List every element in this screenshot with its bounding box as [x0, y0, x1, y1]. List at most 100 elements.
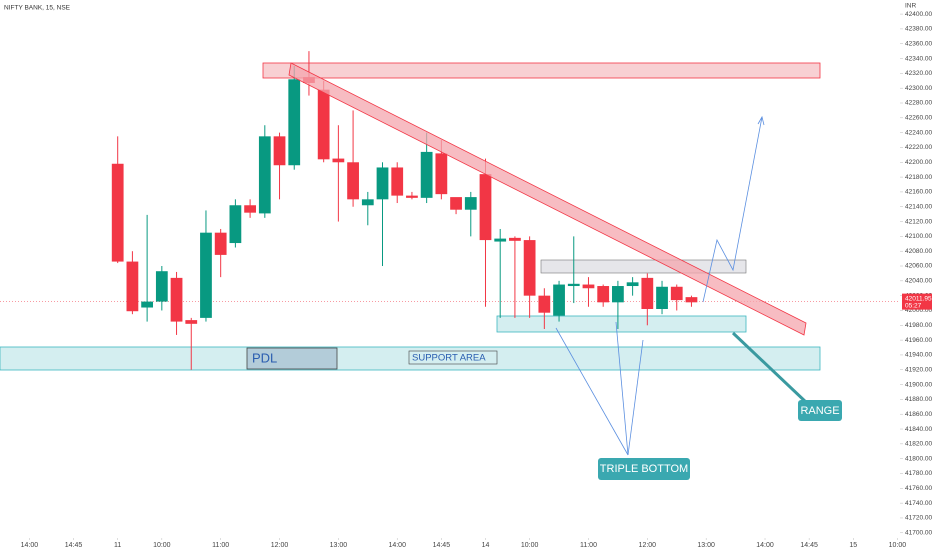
x-tick-label: 14:00: [388, 542, 406, 549]
candle-body: [288, 79, 301, 166]
range-bottom-box: [496, 315, 747, 333]
candle-body: [612, 286, 624, 303]
candles: [111, 51, 698, 370]
x-tick-label: 11:00: [212, 542, 229, 549]
candle-body: [332, 158, 345, 163]
x-tick-label: 11: [114, 542, 121, 549]
candle-body: [450, 197, 462, 210]
x-tick-label: 15: [849, 542, 857, 549]
y-tick-label: 41800.00: [905, 455, 932, 462]
x-tick-label: 14: [482, 542, 490, 549]
candle-body: [141, 301, 154, 308]
pdl-label: PDL: [252, 350, 277, 365]
y-tick-label: 41940.00: [905, 352, 932, 359]
y-tick-label: 42080.00: [905, 248, 932, 255]
candle-body: [420, 151, 433, 198]
range-callout: [798, 400, 842, 421]
y-tick-label: 42200.00: [905, 159, 932, 166]
y-tick-label: 41960.00: [905, 337, 932, 344]
y-tick-label: 41900.00: [905, 381, 932, 388]
y-tick-label: 41700.00: [905, 529, 932, 536]
y-tick-label: 42360.00: [905, 40, 932, 47]
candle-body: [597, 286, 610, 303]
support-area-box: [408, 350, 498, 365]
candle-body: [126, 261, 139, 312]
x-tick-label: 13:00: [330, 542, 348, 549]
range-label: RANGE: [800, 405, 839, 417]
candle-body: [391, 167, 404, 196]
candle-body: [170, 277, 183, 322]
candle-body: [626, 282, 639, 287]
y-tick-label: 42000.00: [905, 307, 932, 314]
last-price-label: 42011.95: [905, 295, 932, 302]
y-tick-label: 41720.00: [905, 515, 932, 522]
candle-body: [361, 199, 374, 206]
triple-bottom-label: TRIPLE BOTTOM: [600, 463, 688, 475]
range-top-box: [540, 259, 747, 274]
countdown: 05:27: [905, 302, 922, 309]
candle-body: [538, 295, 551, 313]
candle-body: [185, 320, 198, 324]
arrow: [627, 339, 644, 456]
y-tick-label: 42040.00: [905, 278, 932, 285]
y-tick-label: 42300.00: [905, 85, 932, 92]
x-tick-label: 14:45: [433, 542, 451, 549]
resistance-zone: [262, 62, 821, 79]
candle-body: [111, 163, 124, 262]
candle-body: [435, 153, 448, 195]
drawings: PDL SUPPORT AREA RANGE TRIPLE BOTTOM: [246, 62, 842, 480]
axes: NIFTY BANK, 15, NSE INR 42400.00 42380.00…: [4, 3, 932, 549]
x-tick-label: 11:00: [580, 542, 597, 549]
candle-body: [685, 297, 698, 303]
x-tick-label: 14:00: [756, 542, 774, 549]
arrow-head: [757, 115, 765, 126]
projection-arrow: [702, 116, 763, 303]
candle-body: [347, 162, 359, 200]
candle-body: [200, 232, 212, 318]
candle-body: [244, 205, 256, 213]
x-tick-label: 10:00: [153, 542, 171, 549]
y-tick-label: 41920.00: [905, 366, 932, 373]
candle-body: [553, 284, 565, 316]
triple-bottom-arrows: [555, 115, 765, 456]
candle-body: [155, 271, 168, 302]
candle-body: [656, 286, 668, 309]
candle-body: [273, 136, 286, 166]
x-tick-label: 12:00: [271, 542, 289, 549]
y-tick-label: 41840.00: [905, 426, 932, 433]
y-tick-label: 41820.00: [905, 441, 932, 448]
y-tick-label: 42320.00: [905, 70, 932, 77]
y-tick-label: 41760.00: [905, 485, 932, 492]
candle-body: [229, 205, 242, 244]
y-tick-label: 41980.00: [905, 322, 932, 329]
y-tick-label: 42060.00: [905, 263, 932, 270]
chart-title: NIFTY BANK, 15, NSE: [4, 5, 71, 12]
y-tick-label: 42380.00: [905, 26, 932, 33]
x-tick-label: 10:00: [889, 542, 907, 549]
candle-body: [464, 197, 477, 210]
support-area-label: SUPPORT AREA: [412, 353, 486, 364]
trend-channel: [288, 62, 807, 336]
range-pointer: [731, 331, 810, 406]
currency: INR: [905, 3, 917, 10]
y-tick-label: 42220.00: [905, 144, 932, 151]
y-tick-label: 42340.00: [905, 55, 932, 62]
x-tick-label: 13:00: [697, 542, 715, 549]
y-tick-label: 42160.00: [905, 189, 932, 196]
candle-body: [317, 89, 330, 160]
y-tick-label: 41740.00: [905, 500, 932, 507]
candle-body: [258, 136, 271, 214]
candle-body: [582, 284, 595, 289]
y-tick-label: 42180.00: [905, 174, 932, 181]
x-tick-label: 14:45: [65, 542, 83, 549]
candle-body: [509, 237, 521, 241]
y-tick-label: 42280.00: [905, 100, 932, 107]
candle-body: [670, 286, 683, 301]
candle-body: [494, 238, 507, 242]
y-tick-label: 41860.00: [905, 411, 932, 418]
x-tick-label: 10:00: [521, 542, 539, 549]
candle-body: [567, 283, 580, 287]
candle-body: [641, 277, 654, 309]
x-tick-label: 14:45: [800, 542, 818, 549]
